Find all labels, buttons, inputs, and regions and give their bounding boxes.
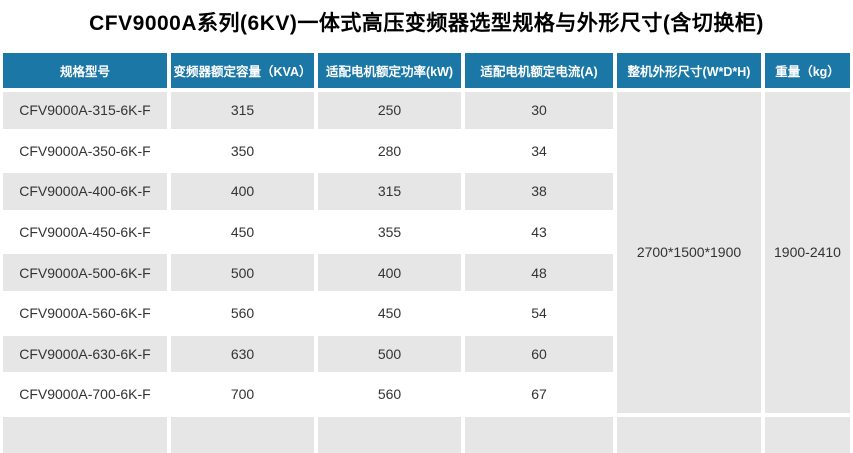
current-cell: 54 — [465, 294, 613, 332]
current-cell: 34 — [465, 132, 613, 170]
spec-table: 规格型号 变频器额定容量（KVA） 适配电机额定功率(kW) 适配电机额定电流(… — [3, 53, 850, 453]
cutoff-cell — [171, 416, 314, 453]
power-cell: 315 — [318, 173, 461, 210]
model-cell: CFV9000A-630-6K-F — [3, 335, 167, 373]
capacity-cell: 630 — [171, 335, 314, 373]
model-cell: CFV9000A-700-6K-F — [3, 376, 167, 413]
capacity-cell: 560 — [171, 294, 314, 332]
current-cell: 60 — [465, 335, 613, 373]
merged-dimensions-cell: 2700*1500*1900 — [617, 92, 761, 413]
model-cell: CFV9000A-315-6K-F — [3, 92, 167, 129]
cutoff-cell — [617, 416, 761, 453]
model-cell: CFV9000A-560-6K-F — [3, 294, 167, 332]
capacity-cell: 315 — [171, 92, 314, 129]
current-cell: 43 — [465, 213, 613, 251]
model-cell: CFV9000A-350-6K-F — [3, 132, 167, 170]
power-cell: 560 — [318, 376, 461, 413]
cutoff-cell — [765, 416, 850, 453]
current-cell: 48 — [465, 254, 613, 291]
current-cell: 67 — [465, 376, 613, 413]
page-title: CFV9000A系列(6KV)一体式高压变频器选型规格与外形尺寸(含切换柜) — [89, 12, 764, 35]
capacity-cell: 500 — [171, 254, 314, 291]
current-cell: 38 — [465, 173, 613, 210]
capacity-cell: 350 — [171, 132, 314, 170]
model-cell: CFV9000A-400-6K-F — [3, 173, 167, 210]
power-cell: 280 — [318, 132, 461, 170]
header-model: 规格型号 — [3, 53, 167, 88]
power-cell: 500 — [318, 335, 461, 373]
header-power: 适配电机额定功率(kW) — [318, 53, 461, 88]
capacity-cell: 700 — [171, 376, 314, 413]
cutoff-cell — [465, 416, 613, 453]
power-cell: 355 — [318, 213, 461, 251]
power-cell: 400 — [318, 254, 461, 291]
cutoff-cell — [318, 416, 461, 453]
header-capacity: 变频器额定容量（KVA） — [171, 53, 314, 88]
current-cell: 30 — [465, 92, 613, 129]
model-cell: CFV9000A-500-6K-F — [3, 254, 167, 291]
header-current: 适配电机额定电流(A) — [465, 53, 613, 88]
header-weight: 重量（kg） — [765, 53, 850, 88]
capacity-cell: 450 — [171, 213, 314, 251]
capacity-cell: 400 — [171, 173, 314, 210]
power-cell: 250 — [318, 92, 461, 129]
merged-weight-cell: 1900-2410 — [765, 92, 850, 413]
power-cell: 450 — [318, 294, 461, 332]
cutoff-cell — [3, 416, 167, 453]
model-cell: CFV9000A-450-6K-F — [3, 213, 167, 251]
header-dimensions: 整机外形尺寸(W*D*H) — [617, 53, 761, 88]
